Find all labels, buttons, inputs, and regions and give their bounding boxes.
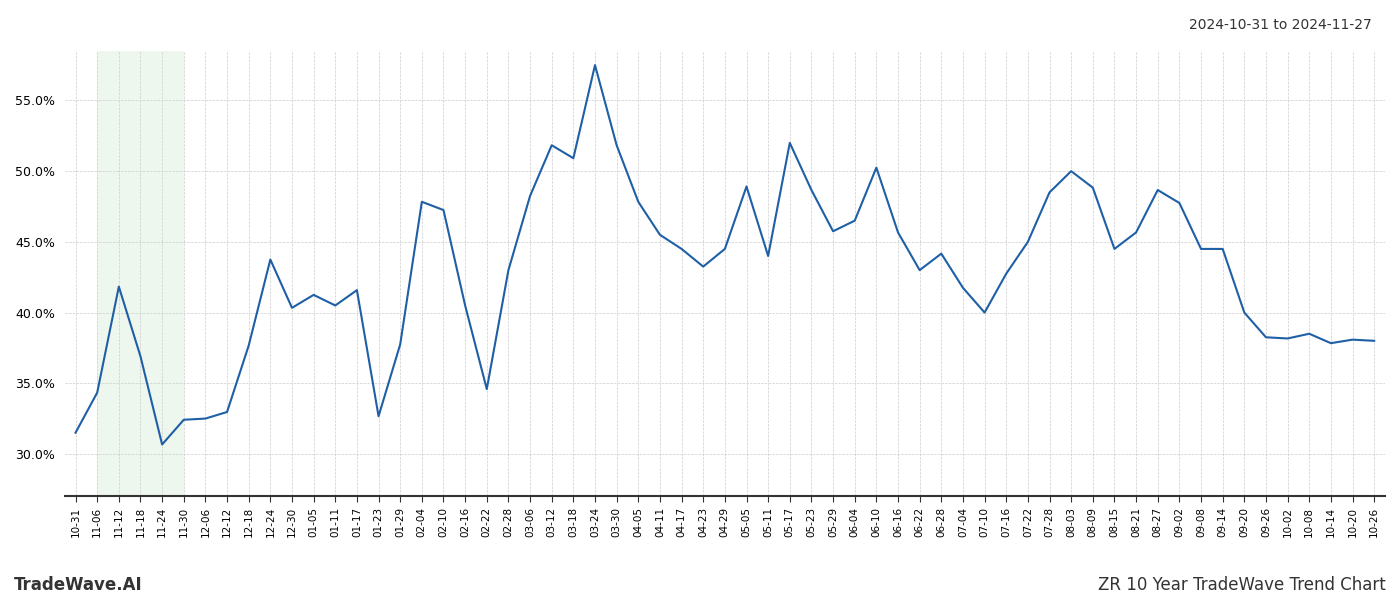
- Text: ZR 10 Year TradeWave Trend Chart: ZR 10 Year TradeWave Trend Chart: [1098, 576, 1386, 594]
- Text: 2024-10-31 to 2024-11-27: 2024-10-31 to 2024-11-27: [1189, 18, 1372, 32]
- Bar: [97, 51, 183, 496]
- Text: TradeWave.AI: TradeWave.AI: [14, 576, 143, 594]
